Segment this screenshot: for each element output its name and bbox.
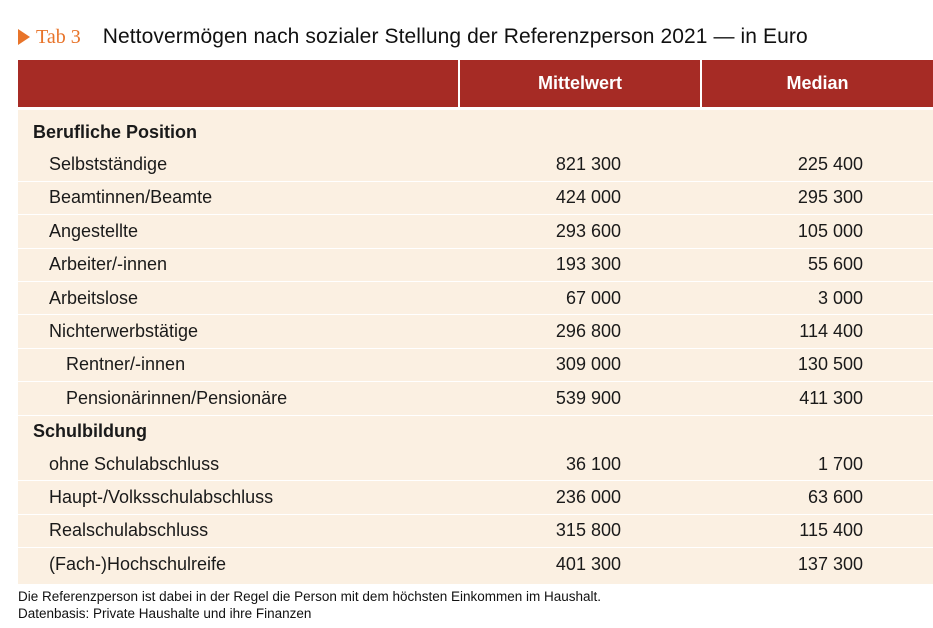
row-label: Arbeitslose [49, 287, 139, 308]
row-label: Arbeiter/-innen [49, 254, 168, 275]
cell-median: 3 000 [817, 287, 863, 308]
table-row: Rentner/-innen 309 000 130 500 [18, 349, 933, 383]
table-title: Nettovermögen nach sozialer Stellung der… [102, 25, 808, 48]
cell-mittelwert: 36 100 [565, 453, 621, 474]
cell-mittelwert: 296 800 [555, 321, 621, 342]
row-label: Realschulabschluss [49, 520, 209, 541]
table-row: Beamtinnen/Beamte 424 000 295 300 [18, 182, 933, 216]
header-cell-mittelwert: Mittelwert [460, 60, 700, 107]
row-label: Angestellte [49, 220, 139, 241]
cell-mittelwert: 821 300 [555, 154, 621, 175]
table-row: Selbstständige 821 300 225 400 [18, 148, 933, 182]
table-row: Nichterwerbstätige 296 800 114 400 [18, 315, 933, 349]
section-heading-row: Schulbildung [18, 416, 933, 448]
cell-mittelwert: 309 000 [555, 354, 621, 375]
cell-mittelwert: 67 000 [565, 287, 621, 308]
row-label: Nichterwerbstätige [49, 321, 199, 342]
row-label: Beamtinnen/Beamte [49, 187, 213, 208]
cell-median: 137 300 [797, 553, 863, 574]
cell-mittelwert: 539 900 [555, 387, 621, 408]
table-row: Pensionärinnen/Pensionäre 539 900 411 300 [18, 382, 933, 416]
header-cell-label [18, 60, 458, 107]
row-label: ohne Schulabschluss [49, 453, 220, 474]
tab-label: Tab 3 [36, 25, 81, 48]
row-label: (Fach-)Hochschulreife [49, 553, 227, 574]
row-label: Selbstständige [49, 154, 168, 175]
table-body: Berufliche Position Selbstständige 821 300… [18, 110, 933, 585]
table-row: Realschulabschluss 315 800 115 400 [18, 515, 933, 549]
cell-mittelwert: 293 600 [555, 220, 621, 241]
cell-median: 105 000 [797, 220, 863, 241]
cell-median: 63 600 [807, 486, 863, 507]
cell-median: 55 600 [807, 254, 863, 275]
footnotes: Die Referenzperson ist dabei in der Rege… [18, 588, 601, 622]
triangle-right-icon [18, 29, 30, 45]
cell-median: 115 400 [799, 520, 863, 541]
table-row: ohne Schulabschluss 36 100 1 700 [18, 448, 933, 482]
cell-mittelwert: 424 000 [555, 187, 621, 208]
cell-mittelwert: 315 800 [555, 520, 621, 541]
cell-median: 225 400 [797, 154, 863, 175]
table-title-row: Tab 3 Nettovermögen nach sozialer Stellu… [18, 22, 933, 52]
table-row: (Fach-)Hochschulreife 401 300 137 300 [18, 548, 933, 580]
cell-median: 1 700 [817, 453, 863, 474]
section-heading: Schulbildung [33, 421, 147, 442]
header-cell-median: Median [702, 60, 933, 107]
section-heading-row: Berufliche Position [18, 116, 933, 148]
table-row: Arbeitslose 67 000 3 000 [18, 282, 933, 316]
row-label: Pensionärinnen/Pensionäre [66, 387, 288, 408]
cell-median: 130 500 [797, 354, 863, 375]
cell-mittelwert: 401 300 [555, 553, 621, 574]
footnote-data-source: Datenbasis: Private Haushalte und ihre F… [18, 606, 312, 621]
cell-mittelwert: 236 000 [555, 486, 621, 507]
row-label: Haupt-/Volksschulabschluss [49, 486, 274, 507]
data-table: Mittelwert Median Berufliche Position Sel… [18, 60, 933, 585]
table-row: Angestellte 293 600 105 000 [18, 215, 933, 249]
cell-median: 295 300 [797, 187, 863, 208]
table-row: Arbeiter/-innen 193 300 55 600 [18, 249, 933, 282]
table-header: Mittelwert Median [18, 60, 933, 107]
cell-mittelwert: 193 300 [555, 254, 621, 275]
cell-median: 114 400 [799, 321, 863, 342]
tab-marker: Tab 3 [18, 26, 103, 49]
cell-median: 411 300 [799, 387, 863, 408]
row-label: Rentner/-innen [66, 354, 186, 375]
footnote-reference-person: Die Referenzperson ist dabei in der Rege… [18, 589, 602, 604]
table-row: Haupt-/Volksschulabschluss 236 000 63 600 [18, 481, 933, 515]
section-heading: Berufliche Position [33, 121, 198, 142]
